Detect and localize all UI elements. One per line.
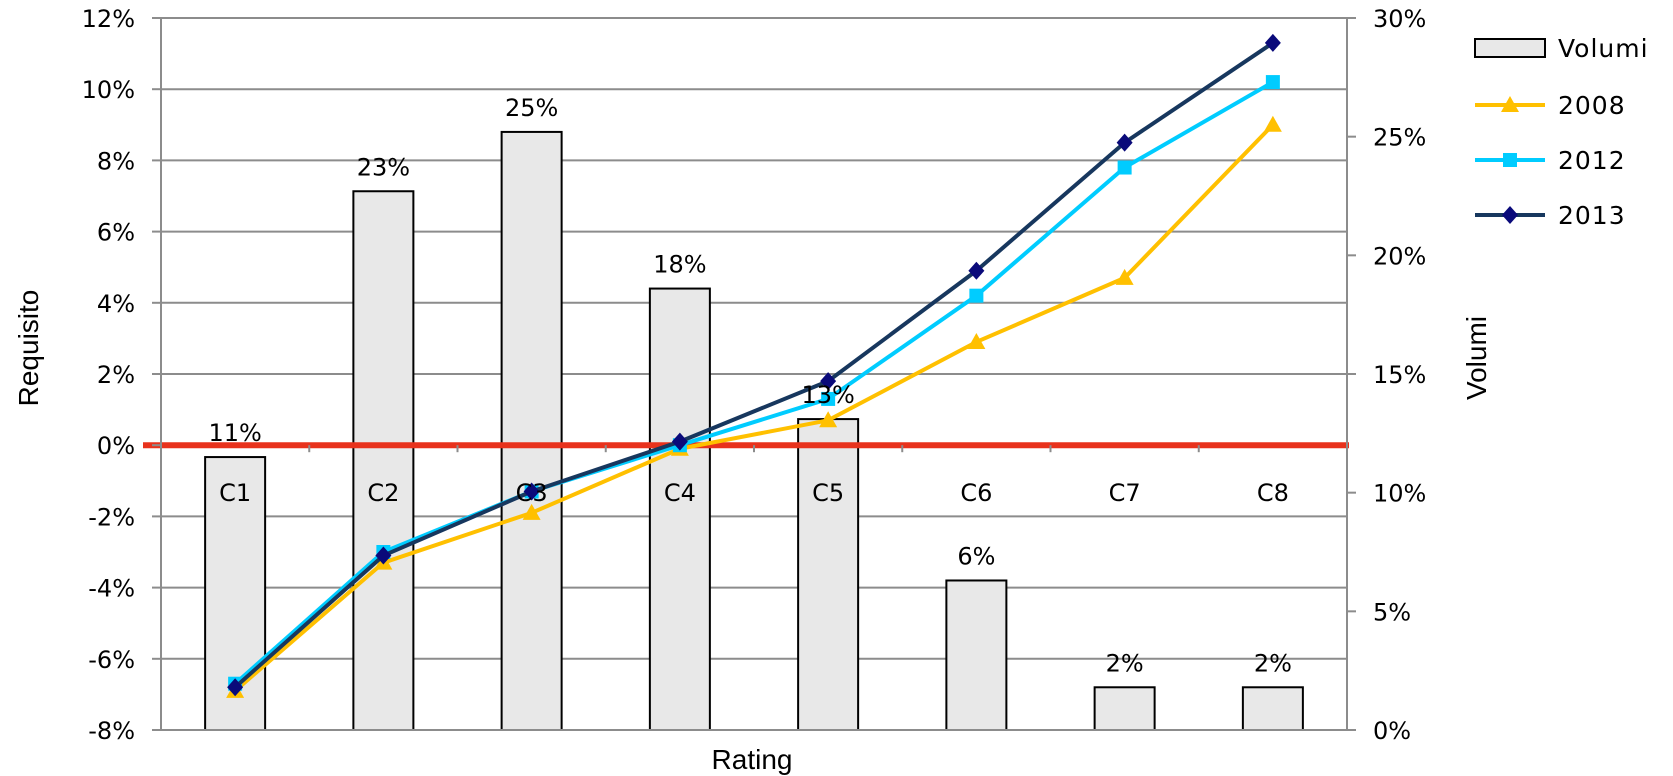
left-tick-label: -6% xyxy=(88,646,135,674)
square-marker xyxy=(821,391,836,406)
left-tick-label: 2% xyxy=(97,361,135,389)
left-axis-title: Requisito xyxy=(13,290,44,407)
legend-label: Volumi xyxy=(1558,34,1649,63)
x-axis-title: Rating xyxy=(712,744,793,775)
right-tick-label: 5% xyxy=(1373,598,1411,626)
bar xyxy=(945,579,1008,731)
diamond-marker xyxy=(523,482,540,501)
diamond-marker xyxy=(375,546,392,565)
bar xyxy=(1241,686,1304,732)
right-tick-label: 10% xyxy=(1373,480,1426,508)
right-tick-label: 0% xyxy=(1373,717,1411,745)
diamond-marker xyxy=(671,432,688,451)
left-tick-label: 12% xyxy=(82,5,135,33)
category-labels: C1 C2 C3 C4 C5 C6 C7 C8 xyxy=(219,479,1289,507)
right-tick-label: 30% xyxy=(1373,5,1426,33)
bar-value-label: 23% xyxy=(357,153,410,181)
series-line-2013 xyxy=(233,41,1274,689)
series-lines xyxy=(226,33,1282,698)
left-tick-label: 10% xyxy=(82,76,135,104)
legend: Volumi 2008 2012 2013 xyxy=(1474,34,1649,230)
bar-data-labels: 11% 23% 25% 18% 13% 6% 2% 2% xyxy=(208,94,1291,677)
series-line-2008 xyxy=(233,123,1275,693)
triangle-marker xyxy=(1501,96,1519,112)
category-label: C5 xyxy=(812,479,844,507)
triangle-marker xyxy=(522,503,541,520)
bar-value-label: 13% xyxy=(801,381,854,409)
category-label: C1 xyxy=(219,479,251,507)
right-tick-label: 20% xyxy=(1373,242,1426,270)
left-tick-label: -8% xyxy=(88,717,135,745)
triangle-marker xyxy=(1263,115,1282,132)
category-label: C8 xyxy=(1257,479,1289,507)
bar xyxy=(500,130,563,732)
square-marker xyxy=(1265,75,1280,90)
diamond-marker xyxy=(1116,133,1133,152)
left-tick-label: 8% xyxy=(97,147,135,175)
series-line-2012 xyxy=(233,80,1274,686)
bar xyxy=(352,190,415,731)
bar-value-label: 18% xyxy=(653,251,706,279)
axes: -8% -6% -4% -2% 0% 2% 4% 6% 8% 10% 12% 0% 5% 10% 15% 20… xyxy=(82,5,1427,745)
triangle-marker xyxy=(819,411,838,428)
left-tick-label: 0% xyxy=(97,432,135,460)
diamond-marker xyxy=(1264,33,1281,52)
right-tick-label: 15% xyxy=(1373,361,1426,389)
left-tick-label: 6% xyxy=(97,219,135,247)
legend-label: 2008 xyxy=(1558,91,1626,120)
category-label: C4 xyxy=(664,479,696,507)
left-tick-label: 4% xyxy=(97,290,135,318)
triangle-marker xyxy=(1115,268,1134,285)
category-label: C2 xyxy=(367,479,399,507)
category-label: C3 xyxy=(516,479,548,507)
triangle-marker xyxy=(967,332,986,349)
legend-label: 2012 xyxy=(1558,146,1626,175)
diamond-marker xyxy=(1502,206,1518,224)
bar xyxy=(648,287,711,731)
gridlines xyxy=(161,17,1347,731)
legend-swatch-bar xyxy=(1474,38,1546,58)
bar-value-label: 2% xyxy=(1254,649,1292,677)
category-label: C6 xyxy=(960,479,992,507)
left-tick-label: -2% xyxy=(88,503,135,531)
bar xyxy=(797,418,860,731)
bar-value-label: 25% xyxy=(505,94,558,122)
diamond-marker xyxy=(227,678,244,697)
bar-value-label: 2% xyxy=(1106,649,1144,677)
right-tick-label: 25% xyxy=(1373,124,1426,152)
volumi-bars xyxy=(204,130,1304,732)
legend-label: 2013 xyxy=(1558,201,1626,230)
diamond-marker xyxy=(968,261,985,280)
square-marker xyxy=(1117,160,1132,175)
bar-value-label: 6% xyxy=(957,542,995,570)
diamond-marker xyxy=(820,372,837,391)
right-axis-title: Volumi xyxy=(1461,316,1492,400)
bar xyxy=(1093,686,1156,732)
square-marker xyxy=(969,288,984,303)
square-marker xyxy=(1503,153,1517,167)
category-label: C7 xyxy=(1109,479,1141,507)
bar-value-label: 11% xyxy=(208,419,261,447)
left-tick-label: -4% xyxy=(88,575,135,603)
